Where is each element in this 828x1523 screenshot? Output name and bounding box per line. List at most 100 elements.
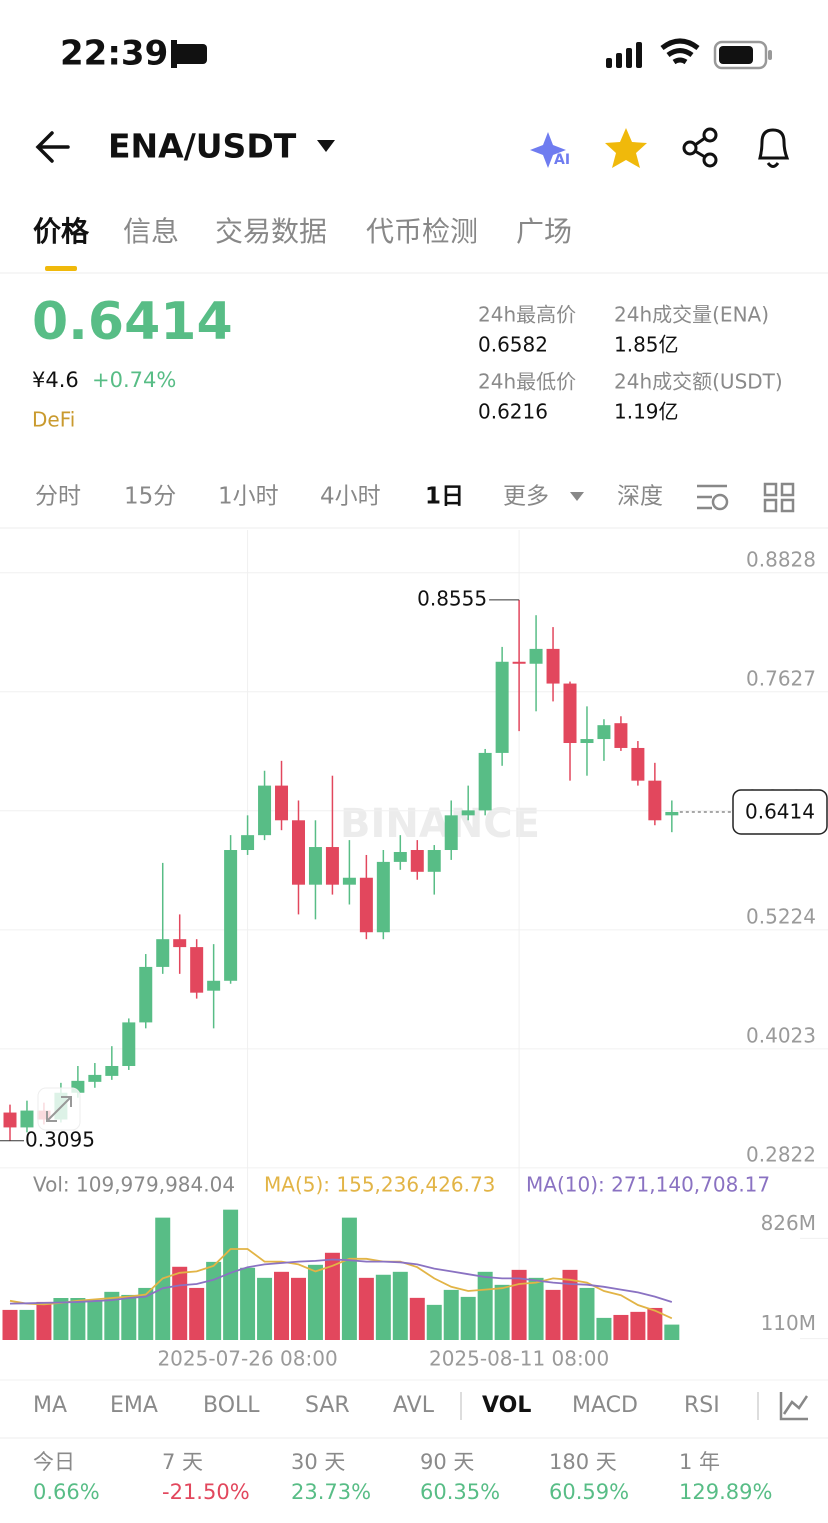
volume-bar (528, 1277, 544, 1340)
candle-body (139, 966, 153, 1023)
volume-bar (664, 1324, 680, 1340)
indicator-tab[interactable]: AVL (393, 1393, 435, 1418)
pair-dropdown[interactable] (317, 140, 335, 152)
y-tick-label: 0.8828 (746, 547, 816, 571)
tab[interactable]: 信息 (123, 215, 179, 248)
indicator-tab[interactable]: RSI (684, 1393, 720, 1418)
volume-legend: MA(10): 271,140,708.17 (526, 1173, 770, 1197)
candle-body (342, 877, 356, 885)
volume-bar (358, 1277, 374, 1340)
candle-body (122, 1022, 136, 1066)
more-dropdown[interactable] (570, 492, 584, 501)
alert-button[interactable] (758, 128, 790, 168)
period-label: 180 天 (549, 1450, 617, 1474)
candle-body (173, 939, 187, 948)
back-button[interactable] (35, 131, 70, 163)
volume-bar (2, 1309, 18, 1340)
volume-bar (562, 1269, 578, 1340)
candle-body (308, 847, 322, 885)
share-button[interactable] (682, 127, 718, 168)
y-tick-label: 0.5224 (746, 904, 816, 928)
indicator-tab[interactable]: SAR (305, 1393, 350, 1418)
volume-bar (240, 1267, 256, 1340)
indicator-tab[interactable]: BOLL (203, 1393, 260, 1418)
sector-tag[interactable]: DeFi (32, 408, 75, 432)
stat-label: 24h最低价 (478, 370, 576, 394)
interval-tab[interactable]: 4小时 (320, 484, 381, 510)
candle-body (376, 861, 390, 933)
candle-body (325, 847, 339, 885)
candle-body (461, 810, 475, 816)
interval-tab[interactable]: 分时 (35, 484, 81, 510)
interval-tab[interactable]: 1小时 (218, 484, 279, 510)
volume-bar (324, 1252, 340, 1340)
tab[interactable]: 价格 (33, 215, 90, 248)
x-tick-label: 2025-08-11 08:00 (429, 1347, 609, 1371)
ma-line (9, 1248, 673, 1320)
volume-bar (70, 1298, 86, 1340)
period-label: 30 天 (291, 1450, 345, 1474)
y-tick-label: 0.2822 (746, 1142, 816, 1166)
indicator-tab[interactable]: MACD (572, 1393, 638, 1418)
volume-bar (341, 1217, 357, 1340)
candle-body (3, 1112, 17, 1128)
indicator-tab[interactable]: VOL (482, 1393, 531, 1418)
candle-body (156, 939, 170, 967)
volume-bar (121, 1294, 137, 1340)
volume-bar (257, 1277, 273, 1340)
period-change: 60.35% (420, 1480, 500, 1504)
volume-bar (53, 1298, 69, 1340)
pair-title[interactable]: ENA/USDT (108, 127, 297, 166)
tab[interactable]: 代币检测 (366, 215, 478, 248)
candle-body (241, 835, 255, 851)
tab[interactable]: 广场 (516, 215, 572, 248)
layout-button[interactable] (763, 482, 795, 513)
last-price-box (732, 789, 828, 835)
watermark: BINANCE (340, 801, 540, 847)
stat-label: 24h最高价 (478, 303, 576, 327)
interval-tab[interactable]: 15分 (124, 484, 176, 510)
chart-settings-button[interactable] (697, 484, 729, 511)
candle-body (258, 785, 272, 836)
interval-tab[interactable]: 1日 (425, 484, 464, 510)
volume-tick-label: 110M (761, 1311, 816, 1335)
volume-bar (274, 1271, 290, 1340)
volume-bar (443, 1289, 459, 1340)
period-change: 23.73% (291, 1480, 371, 1504)
tab[interactable]: 交易数据 (215, 215, 327, 248)
volume-bar (36, 1301, 52, 1340)
period-change: -21.50% (162, 1480, 250, 1504)
signal-icon (606, 42, 642, 68)
tab-indicator (45, 266, 77, 271)
candle-body (410, 850, 424, 872)
volume-bar (545, 1289, 561, 1340)
volume-bar (613, 1314, 629, 1340)
expand-button[interactable] (37, 1087, 81, 1131)
indicator-settings-button[interactable] (779, 1392, 809, 1421)
candle-body (105, 1065, 119, 1076)
interval-tab[interactable]: 更多 (503, 484, 549, 510)
status-time: 22:39 (60, 34, 168, 74)
interval-bar: 分时 15分 1小时 4小时 1日 更多 深度 (35, 484, 663, 510)
favorite-button[interactable] (605, 128, 647, 168)
high-label: 0.8555 (417, 586, 487, 610)
volume-bar (596, 1317, 612, 1340)
period-label: 今日 (33, 1450, 75, 1474)
indicator-tab[interactable]: EMA (110, 1393, 158, 1418)
performance-row: 今日 0.66% 7 天 -21.50% 30 天 23.73% 90 天 60.35% 180… (33, 1450, 772, 1504)
volume-bar (477, 1271, 493, 1340)
candle-body (546, 648, 560, 684)
interval-tab[interactable]: 深度 (617, 484, 663, 510)
y-tick-label: 0.4023 (746, 1023, 816, 1047)
candle-body (275, 785, 289, 821)
stat-label: 24h成交额(USDT) (614, 370, 783, 394)
candle-body (224, 850, 238, 981)
volume-bar (87, 1299, 103, 1340)
volume-bar (172, 1266, 188, 1340)
ai-button[interactable]: AI (530, 132, 570, 168)
volume-legend: Vol: 109,979,984.04 (33, 1173, 235, 1197)
volume-bar (375, 1274, 391, 1340)
volume-bar (647, 1307, 663, 1340)
indicator-tab[interactable]: MA (33, 1393, 67, 1418)
